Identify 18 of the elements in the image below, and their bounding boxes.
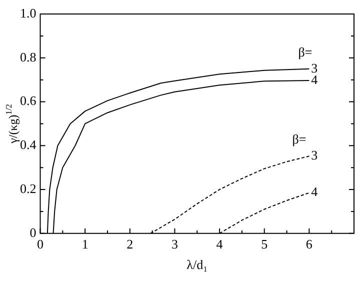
y-tick-label: 0.8 — [20, 49, 36, 64]
x-tick-label: 4 — [216, 236, 224, 252]
annotation: β= — [298, 44, 312, 60]
series-label: 4 — [311, 184, 318, 200]
x-tick-label: 6 — [306, 236, 313, 252]
y-tick-label: 0.6 — [20, 93, 37, 108]
x-tick-label: 2 — [126, 236, 134, 252]
y-axis-title: γ/(κg)1/2 — [4, 104, 20, 144]
y-tick-label: 0.2 — [20, 180, 36, 196]
x-tick-label: 1 — [82, 236, 88, 252]
y-tick-label: 1.0 — [20, 5, 36, 20]
annotation: β= — [292, 132, 306, 147]
y-tick-label: 0 — [30, 224, 36, 240]
y-tick-label: 0.4 — [20, 137, 37, 152]
x-tick-label: 5 — [261, 236, 268, 252]
x-axis-title: λ/d₁ — [186, 256, 208, 272]
x-tick-label: 3 — [171, 236, 178, 252]
series-label: 3 — [311, 148, 318, 163]
